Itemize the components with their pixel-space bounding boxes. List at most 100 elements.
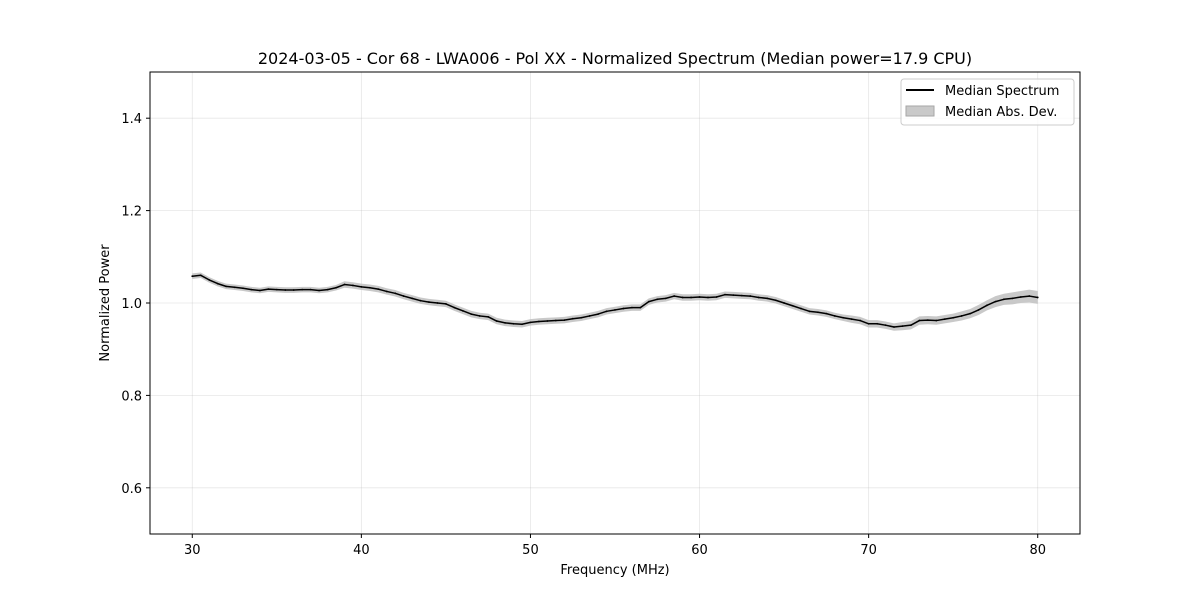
median-spectrum-point [377,288,380,291]
legend-entry-median-abs-dev: Median Abs. Dev. [945,105,1057,120]
median-spectrum-point [563,319,566,321]
median-spectrum-point [690,296,692,299]
median-spectrum-point [445,303,447,305]
legend: Median Spectrum Median Abs. Dev. [900,78,1075,126]
median-spectrum-point [275,288,278,291]
legend-box [900,78,1075,126]
median-spectrum-point [267,288,270,291]
y-tick-label-1.2: 1.2 [121,205,142,220]
mad-band [192,272,1038,331]
median-spectrum-point [495,320,498,322]
median-spectrum-point [1036,296,1039,299]
x-tick-label-60: 60 [691,543,708,558]
y-tick-label-0.6: 0.6 [121,482,142,497]
median-spectrum-point [512,322,515,325]
legend-band-swatch [905,105,935,117]
median-spectrum-point [538,320,540,323]
median-spectrum-point [867,322,870,325]
median-spectrum-point [521,323,523,326]
median-spectrum-point [208,279,211,281]
median-spectrum-point [656,298,659,301]
median-spectrum-point [825,312,828,315]
median-spectrum-point [284,289,287,291]
median-spectrum-point [580,316,583,319]
y-tick-label-0.8: 0.8 [121,389,142,404]
chart-title: 2024-03-05 - Cor 68 - LWA006 - Pol XX - … [258,49,972,68]
median-spectrum-point [250,288,253,291]
median-spectrum-point [800,307,802,310]
median-spectrum-point [335,286,337,289]
y-tick-label-1.0: 1.0 [121,297,142,312]
median-spectrum-point [986,304,988,307]
median-spectrum-point [470,313,473,315]
x-tick-label-50: 50 [522,543,539,558]
median-spectrum-point [571,317,574,320]
median-spectrum-point [259,289,261,292]
median-spectrum-point [309,288,312,291]
median-spectrum-point [783,302,785,304]
median-spectrum-point [774,299,777,302]
median-spectrum-point [647,300,650,303]
median-spectrum-point [681,296,684,299]
median-spectrum-point [876,322,878,325]
median-spectrum-point [918,319,921,322]
median-spectrum-point [225,285,227,288]
median-spectrum-point [352,284,354,287]
mad-band-layer [192,272,1038,331]
median-spectrum-point [766,297,769,300]
median-spectrum-point [664,297,667,300]
median-spectrum-point [910,324,912,327]
median-spectrum-point [901,325,904,327]
median-spectrum-point [935,319,938,322]
median-spectrum-point [326,288,329,291]
median-spectrum-point [385,290,388,293]
median-spectrum-point [546,320,549,322]
median-spectrum-point [402,295,405,297]
median-spectrum-point [639,306,642,309]
series-layer [191,274,1039,328]
median-spectrum-point [394,292,397,295]
median-spectrum-point [529,321,532,324]
median-spectrum-point [461,309,464,312]
median-spectrum-point [428,301,430,303]
median-spectrum-point [884,324,887,327]
median-spectrum-point [757,296,760,299]
median-spectrum-point [242,287,244,290]
median-spectrum-point [233,286,236,289]
median-spectrum-point [715,296,718,298]
y-axis-label: Normalized Power [98,244,113,362]
median-spectrum-point [740,294,743,297]
median-spectrum-point [749,295,752,297]
median-spectrum-point [977,309,980,311]
median-spectrum-point [554,319,557,322]
median-spectrum-point [301,288,304,291]
median-spectrum-point [994,300,997,303]
median-spectrum-point [343,283,346,286]
median-spectrum-point [487,315,490,318]
y-axis: 0.6 0.8 1.0 1.2 1.4 [121,112,150,497]
median-spectrum-point [191,275,194,278]
median-spectrum-point [411,297,413,300]
median-spectrum-point [199,274,202,277]
median-spectrum-point [724,293,726,296]
median-spectrum-point [419,299,422,302]
median-spectrum-point [597,313,599,315]
median-spectrum-point [698,296,701,298]
median-spectrum-point [732,294,735,297]
median-spectrum-point [453,306,456,309]
median-spectrum-point [368,286,371,289]
median-spectrum-point [1028,295,1031,297]
median-spectrum-point [360,285,363,288]
median-spectrum-point [842,316,845,319]
y-tick-label-1.4: 1.4 [121,112,142,127]
median-spectrum-point [850,318,853,321]
median-spectrum-point [504,321,506,324]
median-spectrum-point [605,310,608,313]
median-spectrum-point [216,282,219,285]
median-spectrum-point [588,315,591,317]
median-spectrum-point [960,315,963,317]
median-spectrum-point [859,319,862,322]
median-spectrum-point [791,304,794,307]
median-spectrum-point [318,289,320,292]
